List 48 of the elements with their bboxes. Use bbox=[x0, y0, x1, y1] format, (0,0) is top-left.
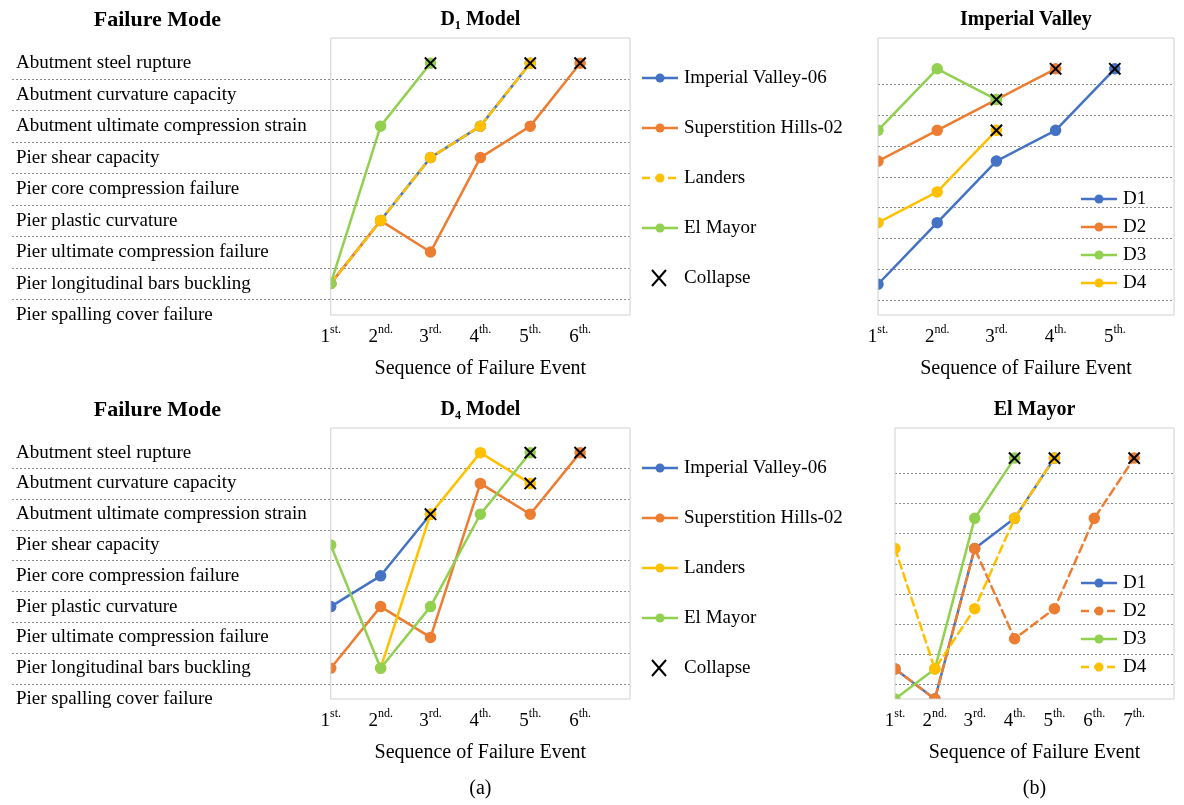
text: Pier longitudinal bars buckling bbox=[16, 271, 252, 293]
text: Abutment steel rupture bbox=[16, 440, 192, 462]
text: (a) bbox=[469, 776, 492, 800]
legend-label: Superstition Hills-02 bbox=[684, 115, 843, 137]
text: Abutment ultimate compression strain bbox=[16, 502, 308, 524]
chart-title: Imperial Valley bbox=[959, 7, 1092, 31]
text: Pier ultimate compression failure bbox=[16, 240, 269, 262]
legend-label: Landers bbox=[684, 555, 746, 577]
text: (b) bbox=[1022, 776, 1047, 800]
legend-label: D1 bbox=[1123, 570, 1147, 592]
legend-label: Imperial Valley-06 bbox=[684, 455, 827, 477]
legend-label: Imperial Valley-06 bbox=[684, 65, 827, 87]
x-axis-title: Sequence of Failure Event bbox=[374, 356, 587, 380]
legend-label: D2 bbox=[1123, 214, 1147, 236]
text: Pier plastic curvature bbox=[16, 208, 178, 230]
x-axis-title: Sequence of Failure Event bbox=[920, 356, 1133, 380]
y-axis-title: Failure Mode bbox=[93, 5, 222, 31]
text: Pier ultimate compression failure bbox=[16, 625, 269, 647]
legend-label: D3 bbox=[1123, 626, 1147, 648]
legend-label: Collapse bbox=[684, 655, 751, 677]
y-axis-title: Failure Mode bbox=[93, 395, 222, 421]
text: Pier core compression failure bbox=[16, 177, 240, 199]
text: Pier plastic curvature bbox=[16, 594, 178, 616]
text: Abutment curvature capacity bbox=[16, 471, 238, 493]
x-axis-title: Sequence of Failure Event bbox=[928, 740, 1141, 764]
chart-title: D₁ Model bbox=[440, 7, 521, 30]
text: Pier spalling cover failure bbox=[16, 686, 213, 708]
chart-title: D₄ Model bbox=[440, 397, 521, 420]
legend-label: D3 bbox=[1123, 242, 1147, 264]
legend-label: Landers bbox=[684, 165, 746, 187]
legend-label: Collapse bbox=[684, 265, 751, 287]
text: Pier shear capacity bbox=[16, 533, 160, 555]
text: Abutment curvature capacity bbox=[16, 82, 238, 104]
legend-label: El Mayor bbox=[684, 215, 757, 237]
legend-label: El Mayor bbox=[684, 605, 757, 627]
legend-label: Superstition Hills-02 bbox=[684, 505, 843, 527]
chart-title: El Mayor bbox=[993, 397, 1076, 421]
text: Abutment steel rupture bbox=[16, 51, 192, 73]
legend-label: D4 bbox=[1123, 270, 1147, 292]
text: Pier longitudinal bars buckling bbox=[16, 656, 252, 678]
legend-label: D1 bbox=[1123, 186, 1147, 208]
text: Abutment ultimate compression strain bbox=[16, 114, 308, 136]
text: Pier spalling cover failure bbox=[16, 302, 213, 324]
text: Pier core compression failure bbox=[16, 563, 240, 585]
legend-label: D4 bbox=[1123, 654, 1147, 676]
text: Pier shear capacity bbox=[16, 145, 160, 167]
x-axis-title: Sequence of Failure Event bbox=[374, 740, 587, 764]
legend-label: D2 bbox=[1123, 598, 1147, 620]
